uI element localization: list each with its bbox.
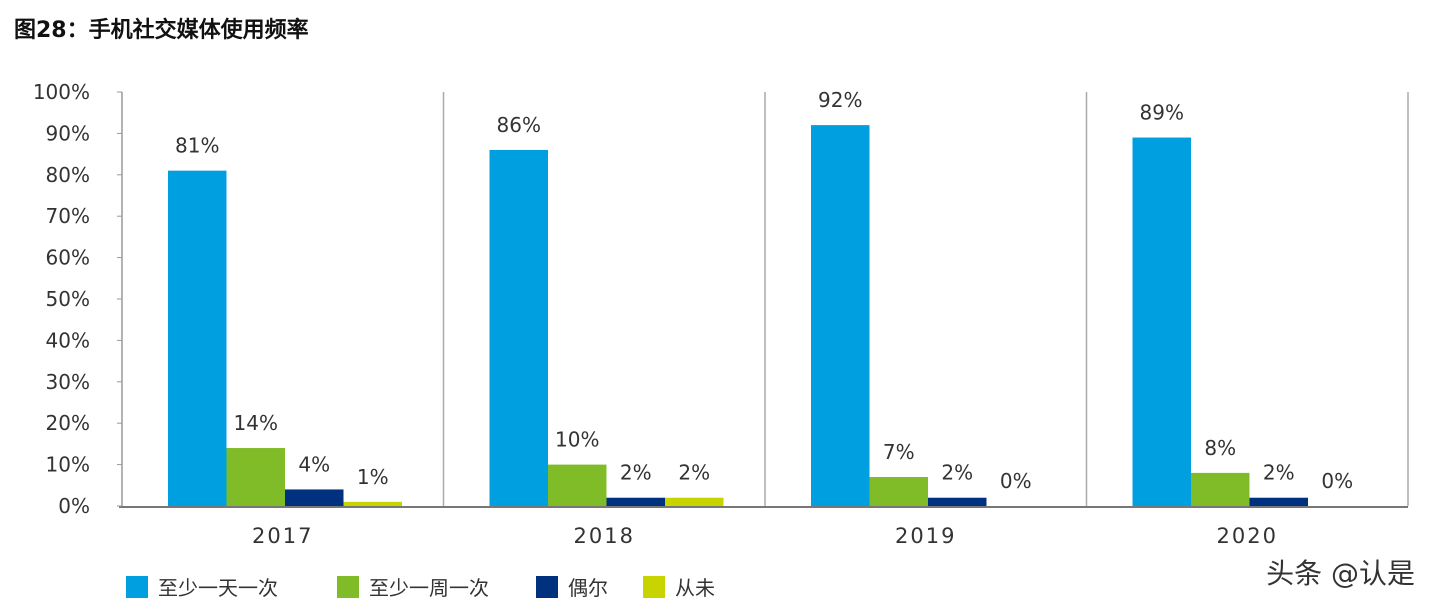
bar [168,170,227,506]
y-tick-label: 80% [46,163,90,187]
bar [1191,472,1250,506]
legend-item: 至少一周一次 [337,572,489,601]
data-label: 4% [298,452,330,476]
data-label: 10% [555,428,599,452]
y-tick-label: 90% [46,121,90,145]
bar [665,497,724,506]
data-label: 1% [357,465,389,489]
data-label: 86% [497,113,541,137]
bar [226,448,285,506]
legend-swatch [536,575,558,598]
data-label: 7% [883,440,915,464]
bar [1249,497,1308,506]
bar [489,149,548,506]
legend-swatch [126,575,148,598]
legend-label: 至少一周一次 [369,576,489,600]
data-label: 0% [1321,469,1353,493]
y-tick-label: 100% [33,80,90,104]
y-tick-label: 0% [58,494,90,518]
bar [928,497,987,506]
x-tick-label: 2019 [895,524,956,548]
data-label: 81% [175,134,219,158]
data-label: 2% [678,461,710,485]
bar [1132,137,1191,507]
data-label: 0% [1000,469,1032,493]
watermark: 头条 @认是 [1266,557,1415,590]
y-tick-label: 70% [46,204,90,228]
x-tick-label: 2017 [252,524,313,548]
y-tick-label: 10% [46,453,90,477]
x-tick-label: 2018 [574,524,635,548]
data-label: 14% [234,411,278,435]
legend-item: 至少一天一次 [126,572,278,601]
y-tick-label: 20% [46,411,90,435]
y-tick-label: 30% [46,370,90,394]
x-tick-label: 2020 [1217,524,1278,548]
bar [606,497,665,506]
chart-title: 图28：手机社交媒体使用频率 [14,18,309,43]
bar [343,501,402,506]
bar [811,125,870,507]
bar [548,464,607,506]
y-tick-label: 60% [46,246,90,270]
legend-label: 至少一天一次 [158,576,278,600]
y-tick-label: 50% [46,287,90,311]
y-tick-label: 40% [46,328,90,352]
data-label: 2% [620,461,652,485]
legend-item: 从未 [643,572,715,601]
legend-label: 偶尔 [568,576,608,600]
legend-swatch [337,575,359,598]
data-label: 89% [1140,101,1184,125]
legend-label: 从未 [675,576,715,600]
legend-swatch [643,575,665,598]
data-label: 2% [941,461,973,485]
data-label: 2% [1263,461,1295,485]
bar [285,489,344,506]
data-label: 8% [1204,436,1236,460]
bar [869,477,928,506]
data-label: 92% [818,88,862,112]
legend-item: 偶尔 [536,572,608,601]
